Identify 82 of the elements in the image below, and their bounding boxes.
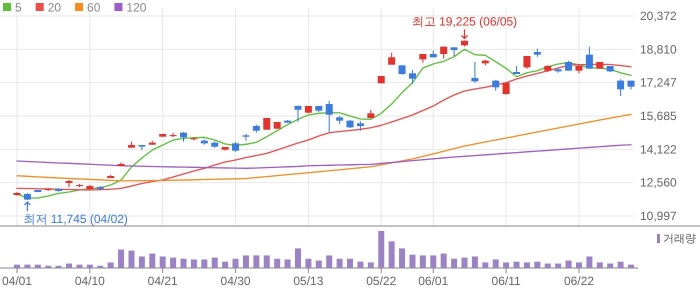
bar — [399, 248, 406, 268]
bar — [253, 255, 260, 268]
bar — [492, 259, 499, 268]
bar — [461, 258, 468, 268]
bar — [607, 264, 614, 268]
bar — [368, 262, 374, 268]
bar — [472, 256, 478, 268]
bar — [420, 255, 426, 268]
y-tick-label: 14,122 — [640, 142, 678, 156]
bar — [24, 264, 30, 268]
bar — [347, 258, 354, 268]
y-tick-label: 12,560 — [640, 176, 678, 190]
y-tick-label: 15,685 — [640, 109, 678, 124]
bar — [451, 258, 458, 268]
y-tick-label: 18,810 — [640, 42, 678, 56]
x-tick-label: 05/13 — [293, 274, 324, 288]
bar — [524, 262, 530, 268]
x-tick-label: 04/30 — [220, 274, 251, 288]
bar — [180, 258, 187, 268]
x-tick-label: 05/22 — [366, 274, 397, 288]
bar — [482, 262, 488, 268]
bar — [284, 259, 291, 268]
bar — [232, 258, 239, 268]
bar — [586, 256, 592, 268]
legend-label: 20 — [48, 0, 62, 14]
x-tick-label: 04/21 — [148, 274, 178, 288]
bar — [118, 250, 124, 268]
bar — [596, 262, 603, 268]
bar — [108, 262, 114, 268]
bar — [264, 255, 270, 268]
annotation: 최고 19,225 (06/05) — [412, 14, 518, 28]
x-tick-label: 06/01 — [418, 274, 449, 288]
y-tick-label: 20,372 — [640, 9, 678, 23]
bar — [34, 264, 41, 268]
bar — [534, 262, 540, 268]
x-tick-label: 06/11 — [492, 274, 522, 288]
y-tick-label: 17,247 — [640, 76, 678, 90]
bar — [576, 262, 582, 268]
bar — [316, 260, 322, 268]
bar — [618, 262, 624, 268]
bar — [305, 258, 312, 268]
bar — [222, 262, 228, 268]
x-tick-label: 06/22 — [564, 274, 594, 288]
legend-label: 60 — [87, 0, 101, 14]
bar — [212, 258, 218, 268]
line-series — [16, 114, 632, 182]
bar — [388, 241, 395, 268]
annotation: 최저 11,745 (04/02) — [23, 212, 128, 226]
legend-label: 5 — [15, 0, 22, 14]
bar — [566, 260, 572, 268]
bar — [378, 231, 384, 268]
bar — [357, 262, 364, 268]
bar — [138, 256, 145, 268]
bar — [440, 254, 447, 268]
bar — [160, 256, 166, 268]
bar — [201, 259, 208, 268]
bar — [628, 264, 634, 268]
bar — [514, 262, 520, 268]
bar — [128, 250, 134, 268]
bar — [14, 264, 20, 268]
y-tick-label: 10,997 — [640, 209, 678, 224]
bar — [336, 258, 343, 268]
bar — [66, 264, 72, 268]
bar — [149, 254, 156, 268]
bar — [326, 255, 332, 268]
bar — [242, 255, 249, 268]
bar — [76, 264, 82, 268]
line-series — [16, 144, 632, 169]
x-tick-label: 04/01 — [2, 274, 32, 288]
bar — [274, 258, 280, 268]
bar — [503, 262, 510, 268]
bar — [190, 259, 197, 268]
x-tick-label: 04/10 — [74, 274, 106, 288]
bar — [294, 248, 301, 268]
bar — [409, 254, 416, 268]
legend-label: 120 — [126, 0, 147, 14]
bar — [86, 264, 93, 268]
legend-label: 거래량 — [663, 233, 696, 245]
bar — [430, 255, 436, 268]
bar — [170, 258, 176, 268]
bar — [544, 264, 551, 268]
bar — [555, 264, 562, 268]
